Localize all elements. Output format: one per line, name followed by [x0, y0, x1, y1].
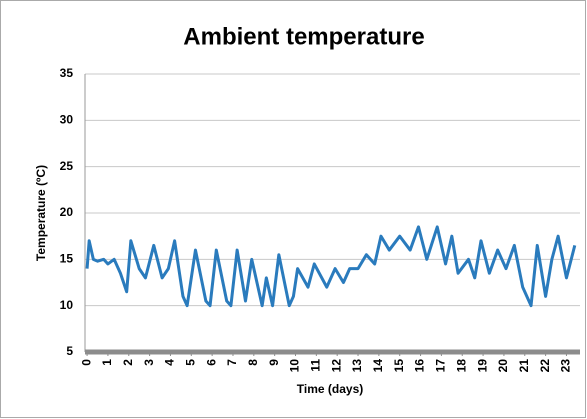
chart-title: Ambient temperature: [183, 23, 424, 50]
x-tick-label: 11: [309, 359, 323, 372]
y-tick-label: 20: [60, 205, 74, 219]
x-tick-label: 9: [267, 359, 281, 366]
x-axis-label: Time (days): [297, 382, 363, 396]
x-tick-label: 23: [559, 359, 573, 373]
x-tick-label: 18: [454, 359, 468, 373]
x-tick-label: 21: [517, 359, 531, 373]
x-tick-label: 6: [204, 359, 218, 366]
x-tick-label: 20: [496, 359, 510, 373]
y-tick-label: 15: [60, 252, 74, 266]
x-tick-label: 14: [371, 359, 385, 373]
y-tick-label: 10: [60, 298, 74, 312]
x-tick-label: 10: [288, 359, 302, 373]
x-tick-label: 0: [79, 359, 93, 366]
x-tick-label: 15: [392, 359, 406, 373]
x-tick-label: 5: [183, 359, 197, 366]
line-series: [85, 225, 577, 308]
y-tick-label: 35: [60, 66, 74, 80]
x-tick-label: 3: [142, 359, 156, 366]
x-tick-label: 2: [121, 359, 135, 366]
x-tick-label: 1: [100, 359, 114, 366]
x-tick-label: 4: [163, 359, 177, 366]
y-tick-label: 5: [66, 344, 73, 358]
x-tick-label: 19: [475, 359, 489, 373]
x-tick-label: 16: [413, 359, 427, 373]
x-tick-label: 7: [225, 359, 239, 366]
x-tick-label: 22: [538, 359, 552, 373]
x-tick-label: 12: [329, 359, 343, 373]
x-tick-label: 17: [434, 359, 448, 373]
x-tick-label: 8: [246, 359, 260, 366]
y-tick-label: 30: [60, 113, 74, 127]
y-axis-label: Temperature (ºC): [34, 165, 48, 261]
x-tick-label: 13: [350, 359, 364, 373]
y-tick-label: 25: [60, 159, 74, 173]
